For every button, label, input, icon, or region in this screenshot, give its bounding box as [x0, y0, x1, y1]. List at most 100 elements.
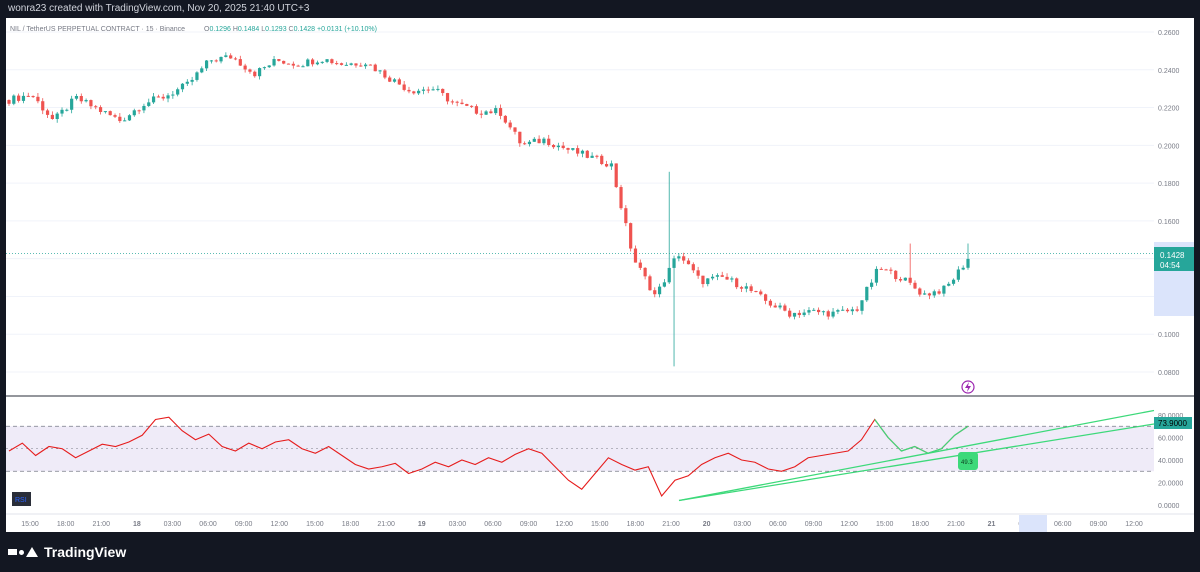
candle-body	[657, 286, 662, 295]
candle-body	[127, 115, 132, 121]
time-tick-label: 15:00	[876, 521, 894, 528]
candle-body	[248, 69, 252, 72]
candle-body	[961, 267, 965, 270]
candle-body	[286, 63, 291, 65]
candle-body	[927, 293, 932, 296]
candle-body	[879, 268, 883, 270]
candle-body	[364, 64, 368, 67]
candle-body	[489, 111, 493, 114]
candle-body	[826, 311, 830, 317]
rsi-label-box[interactable]	[12, 492, 31, 506]
legend-high: 0.1484	[238, 26, 260, 33]
price-tag-countdown: 04:54	[1160, 261, 1181, 270]
candle-body	[479, 113, 483, 115]
candle-body	[551, 144, 556, 148]
candle-body	[802, 312, 806, 316]
candle-body	[788, 310, 792, 317]
trendline-2	[678, 423, 1155, 502]
price-tick-label: 0.1000	[1158, 332, 1180, 339]
candle-body	[277, 59, 281, 61]
time-tick-label: 06:00	[769, 521, 787, 528]
candle-body	[89, 100, 93, 107]
candle-body	[942, 285, 946, 294]
candle-body	[161, 96, 165, 99]
candle-body	[836, 310, 840, 312]
chart-frame[interactable]: NIL / TetherUS PERPETUAL CONTRACT · 15 ·…	[6, 18, 1194, 532]
candle-body	[465, 104, 469, 106]
candle-body	[108, 111, 112, 116]
candle-body	[349, 63, 353, 65]
candle-body	[812, 309, 816, 311]
candle-body	[923, 293, 927, 295]
chart-svg[interactable]: NIL / TetherUS PERPETUAL CONTRACT · 15 ·…	[6, 18, 1194, 532]
candle-body	[633, 248, 638, 263]
candle-body	[84, 100, 88, 102]
candle-body	[224, 55, 228, 57]
candle-body	[629, 223, 633, 249]
price-tick-label: 0.1800	[1158, 181, 1180, 188]
candle-body	[214, 60, 218, 62]
candle-body	[884, 269, 888, 271]
rsi-value-tag	[1154, 417, 1192, 429]
rsi-axis[interactable]: 80.0000 60.0000 40.0000 20.0000 0.0000	[1158, 413, 1183, 510]
candle-body	[932, 291, 936, 296]
candle-body	[624, 208, 628, 224]
candle-body	[590, 155, 594, 158]
candle-body	[460, 102, 464, 105]
candle-body	[653, 290, 657, 295]
candle-body	[388, 77, 392, 82]
candle-body	[542, 138, 546, 144]
candle-body	[874, 268, 879, 283]
candle-body	[898, 279, 903, 281]
legend-low: 0.1293	[265, 26, 287, 33]
candle-body	[282, 60, 286, 64]
candle-body	[229, 55, 233, 59]
candle-body	[156, 96, 160, 98]
candle-body	[151, 96, 156, 103]
candle-body	[98, 107, 103, 112]
bottom-bar: TradingView	[0, 532, 1200, 572]
candle-body	[841, 309, 845, 311]
candle-body	[498, 108, 503, 116]
candle-body	[937, 291, 941, 294]
candle-body	[595, 155, 599, 157]
lightning-icon[interactable]	[961, 380, 975, 394]
time-tick-label: 03:00	[164, 521, 182, 528]
candle-body	[508, 122, 512, 128]
candle-body	[908, 277, 912, 283]
candlestick-series	[7, 52, 970, 367]
time-tick-label: 12:00	[555, 521, 573, 528]
candle-body	[768, 300, 773, 306]
candle-body	[566, 148, 570, 150]
candle-body	[855, 309, 859, 311]
candle-body	[368, 64, 373, 66]
candle-body	[523, 143, 527, 145]
price-axis[interactable]: 0.26000.24000.22000.20000.18000.16000.14…	[1158, 30, 1180, 377]
candle-body	[296, 65, 300, 67]
candle-body	[715, 275, 720, 277]
rsi-tick-label: 80.0000	[1158, 413, 1183, 420]
candle-body	[118, 116, 122, 122]
tradingview-logo[interactable]: TradingView	[8, 544, 126, 560]
candle-body	[474, 106, 479, 114]
rsi-tick-label: 40.0000	[1158, 458, 1183, 465]
candle-body	[701, 275, 705, 285]
rsi-marker: 49.3	[958, 452, 978, 470]
legend-open: 0.1296	[209, 26, 231, 33]
time-tick-label: 03:00	[733, 521, 751, 528]
rsi-tick-label: 60.0000	[1158, 436, 1183, 443]
time-tick-label: 21:00	[92, 521, 110, 528]
candle-body	[373, 64, 377, 72]
legend-symbol: NIL / TetherUS PERPETUAL CONTRACT · 15 ·…	[10, 26, 185, 33]
candle-body	[94, 106, 98, 108]
time-tick-label: 15:00	[21, 521, 39, 528]
time-highlight	[1019, 515, 1047, 532]
candle-body	[132, 110, 136, 116]
time-tick-label: 09:00	[1090, 521, 1108, 528]
candle-body	[344, 64, 348, 66]
candle-body	[320, 61, 324, 63]
time-axis[interactable]: 15:00 18:00 21:00 18 03:00 06:00 09:00 12:00 15:…	[6, 513, 1194, 528]
candle-body	[778, 305, 782, 308]
candle-body	[445, 93, 450, 102]
candle-body	[185, 81, 189, 84]
